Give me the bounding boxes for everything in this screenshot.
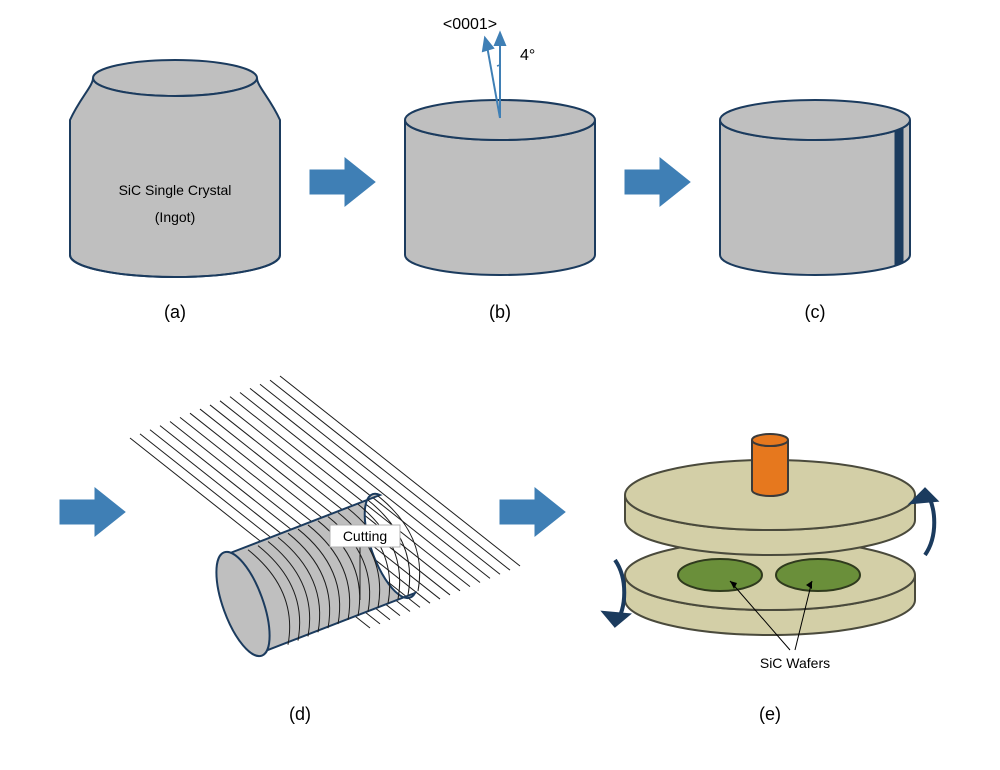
cyl-c-body [720,120,910,275]
panel-d-letter: (d) [289,704,311,724]
ingot-body [70,78,280,277]
panel-e: SiC Wafers (e) [605,434,935,724]
wafer-label: SiC Wafers [760,655,830,671]
arrow-d-e [500,488,565,536]
ingot-label-1: SiC Single Crystal [119,182,232,198]
wafer-right [776,559,860,591]
angle-label: 4° [520,47,535,64]
panel-d: Cutting (d) [130,376,520,724]
arrow-a-b [310,158,375,206]
rotation-arrow-left [605,560,627,625]
diagram-canvas: SiC Single Crystal (Ingot) (a) <0001> 4°… [0,0,1000,770]
ingot-label-2: (Ingot) [155,209,195,225]
flat-mark [895,128,903,265]
wafer-left [678,559,762,591]
panel-e-letter: (e) [759,704,781,724]
panel-a: SiC Single Crystal (Ingot) (a) [70,60,280,322]
direction-label: <0001> [443,16,497,33]
panel-c: (c) [720,100,910,322]
panel-b-letter: (b) [489,302,511,322]
arrow-b-c [625,158,690,206]
shaft-side [752,440,788,496]
rotation-arrow-right [913,490,935,555]
cyl-c-top [720,100,910,140]
cyl-b-body [405,120,595,275]
panel-c-letter: (c) [805,302,826,322]
panel-a-letter: (a) [164,302,186,322]
arrow-c-d [60,488,125,536]
cutting-label: Cutting [343,528,387,544]
panel-b: <0001> 4° (b) [405,16,595,322]
shaft-top [752,434,788,446]
